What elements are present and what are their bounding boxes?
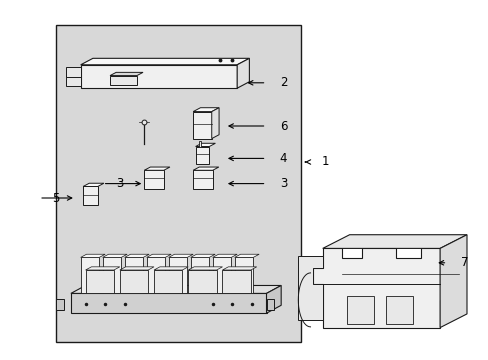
Polygon shape [266,285,281,313]
Polygon shape [154,267,188,270]
Polygon shape [154,270,182,293]
Polygon shape [146,257,165,293]
Polygon shape [237,58,249,88]
Polygon shape [146,254,171,257]
Polygon shape [298,256,322,320]
Polygon shape [212,254,237,257]
Polygon shape [83,186,98,205]
Polygon shape [222,270,250,293]
Polygon shape [85,267,120,270]
Polygon shape [193,108,219,112]
Polygon shape [56,299,63,310]
Polygon shape [102,254,127,257]
Polygon shape [188,267,222,270]
Polygon shape [193,112,211,139]
Polygon shape [195,143,215,147]
Polygon shape [193,170,212,189]
Polygon shape [439,235,466,328]
Polygon shape [83,183,104,186]
Polygon shape [312,248,449,328]
Text: 3: 3 [116,177,123,190]
Polygon shape [322,235,466,248]
Text: 6: 6 [279,120,286,132]
Polygon shape [266,299,273,310]
Polygon shape [211,108,219,139]
Polygon shape [85,270,114,293]
Polygon shape [190,254,215,257]
Polygon shape [346,296,373,324]
Polygon shape [124,254,149,257]
Polygon shape [81,58,249,65]
Polygon shape [124,257,143,293]
Polygon shape [66,76,81,86]
Polygon shape [168,257,187,293]
Polygon shape [234,254,259,257]
Polygon shape [120,270,148,293]
Polygon shape [234,257,253,293]
Polygon shape [188,270,216,293]
Polygon shape [110,72,143,76]
Polygon shape [222,267,256,270]
Polygon shape [212,257,231,293]
Polygon shape [81,257,99,293]
Polygon shape [190,257,209,293]
Polygon shape [193,167,219,170]
Text: 3: 3 [279,177,286,190]
Polygon shape [198,141,201,147]
Text: 7: 7 [460,256,467,269]
Polygon shape [386,296,412,324]
Polygon shape [110,76,137,85]
Polygon shape [168,254,193,257]
Bar [56,25,300,342]
Polygon shape [71,293,266,313]
Text: 1: 1 [321,156,328,168]
Text: 4: 4 [279,152,286,165]
Polygon shape [81,254,105,257]
Text: 2: 2 [279,76,286,89]
Polygon shape [102,257,121,293]
Polygon shape [144,170,163,189]
Polygon shape [81,65,237,88]
Text: 5: 5 [52,192,60,204]
Polygon shape [144,167,170,170]
Polygon shape [71,285,281,293]
Polygon shape [195,147,209,164]
Polygon shape [120,267,154,270]
Polygon shape [66,67,81,77]
